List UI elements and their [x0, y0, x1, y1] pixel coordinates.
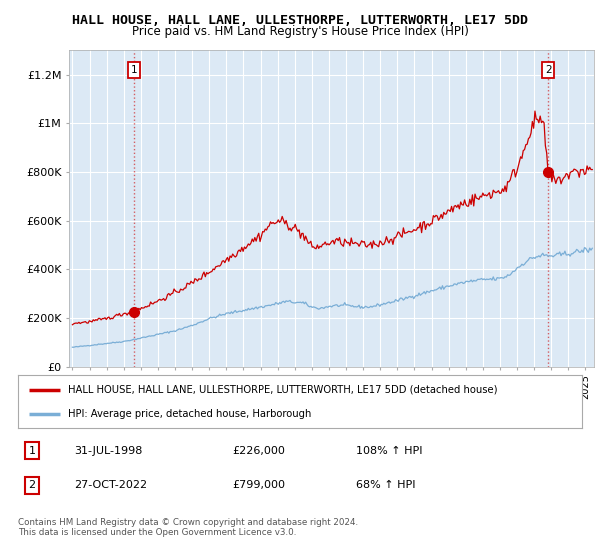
Text: 68% ↑ HPI: 68% ↑ HPI	[356, 480, 416, 491]
Text: 31-JUL-1998: 31-JUL-1998	[74, 446, 143, 456]
Text: £799,000: £799,000	[232, 480, 286, 491]
Text: £226,000: £226,000	[232, 446, 285, 456]
Text: 2: 2	[545, 65, 551, 75]
Text: 2: 2	[29, 480, 35, 491]
Text: 108% ↑ HPI: 108% ↑ HPI	[356, 446, 423, 456]
Text: HPI: Average price, detached house, Harborough: HPI: Average price, detached house, Harb…	[68, 409, 311, 419]
Text: HALL HOUSE, HALL LANE, ULLESTHORPE, LUTTERWORTH, LE17 5DD: HALL HOUSE, HALL LANE, ULLESTHORPE, LUTT…	[72, 14, 528, 27]
Text: 27-OCT-2022: 27-OCT-2022	[74, 480, 148, 491]
Text: 1: 1	[29, 446, 35, 456]
Text: HALL HOUSE, HALL LANE, ULLESTHORPE, LUTTERWORTH, LE17 5DD (detached house): HALL HOUSE, HALL LANE, ULLESTHORPE, LUTT…	[68, 385, 497, 395]
Text: Price paid vs. HM Land Registry's House Price Index (HPI): Price paid vs. HM Land Registry's House …	[131, 25, 469, 38]
Text: Contains HM Land Registry data © Crown copyright and database right 2024.
This d: Contains HM Land Registry data © Crown c…	[18, 518, 358, 538]
Text: 1: 1	[130, 65, 137, 75]
